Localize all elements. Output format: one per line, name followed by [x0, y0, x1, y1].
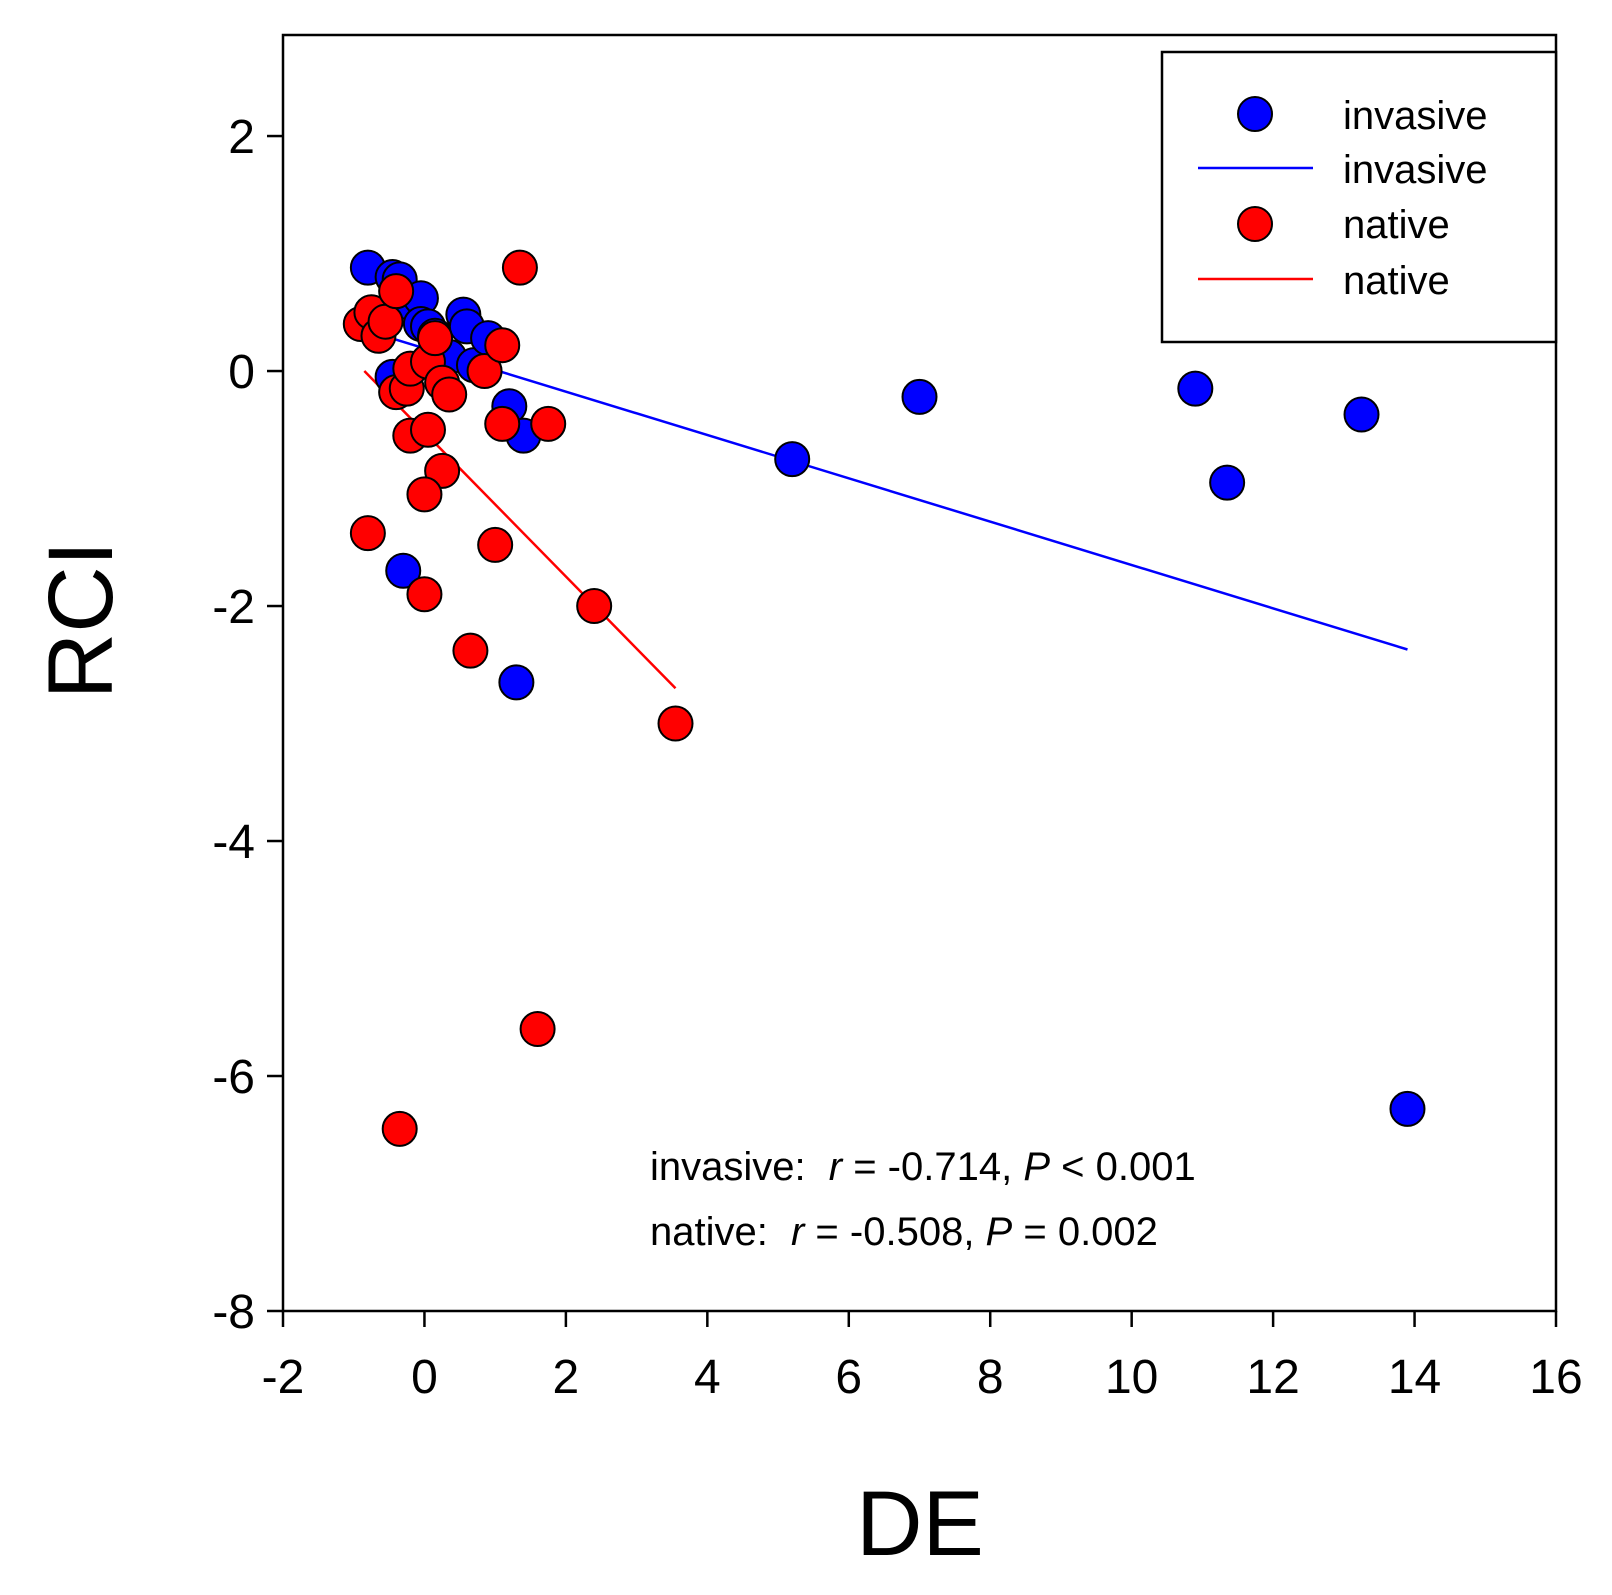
y-tick-label: 2: [228, 111, 255, 164]
native-point: [466, 353, 503, 390]
stats-native-r-value: = -0.508,: [804, 1210, 985, 1254]
stats-invasive: invasive: r = -0.714, P < 0.001: [650, 1145, 1196, 1189]
x-tick-label: 4: [694, 1351, 721, 1404]
legend-native-line-label: native: [1343, 259, 1450, 303]
stats-native-r-symbol: r: [791, 1210, 806, 1254]
y-tick-label: -8: [212, 1286, 255, 1339]
legend-invasive-marker-label: invasive: [1343, 94, 1488, 138]
invasive-point: [1209, 464, 1246, 501]
native-point: [477, 526, 514, 563]
stats-native: native: r = -0.508, P = 0.002: [650, 1210, 1158, 1254]
invasive-point: [1177, 370, 1214, 407]
native-point: [501, 249, 538, 286]
invasive-point: [901, 378, 938, 415]
native-point: [378, 273, 415, 310]
plot-frame: [281, 33, 1558, 1313]
native-point: [417, 320, 454, 357]
invasive-point: [498, 664, 535, 701]
invasive-fit-line: [363, 328, 1408, 651]
legend-invasive-line-label: invasive: [1343, 148, 1488, 192]
native-point: [409, 411, 446, 448]
stats-invasive-group: invasive:: [650, 1145, 806, 1189]
native-point: [530, 405, 567, 442]
legend-native-marker-label: native: [1343, 203, 1450, 247]
native-point: [431, 376, 468, 413]
native-point: [452, 632, 489, 669]
x-tick-label: 12: [1246, 1351, 1299, 1404]
x-tick-label: 2: [553, 1351, 580, 1404]
x-tick-label: 16: [1529, 1351, 1582, 1404]
native-point: [657, 705, 694, 742]
native-point: [484, 405, 521, 442]
y-tick-label: 0: [228, 346, 255, 399]
native-point: [406, 476, 443, 513]
y-tick-label: -2: [212, 581, 255, 634]
stats-native-group: native:: [650, 1210, 768, 1254]
x-tick-label: 8: [977, 1351, 1004, 1404]
invasive-point: [1343, 396, 1380, 433]
native-point: [406, 576, 443, 613]
invasive-point: [385, 552, 422, 589]
native-point: [576, 588, 613, 625]
native-point: [381, 1110, 418, 1147]
native-point: [367, 303, 404, 340]
data-points: [342, 249, 1426, 1147]
y-axis-ticks: -8 -6 -4 -2 0 2: [212, 111, 283, 1339]
x-tick-label: 6: [835, 1351, 862, 1404]
stats-native-p-symbol: P: [986, 1210, 1013, 1254]
x-tick-label: -2: [262, 1351, 305, 1404]
stats-invasive-r-symbol: r: [829, 1145, 844, 1189]
native-point: [519, 1011, 556, 1048]
y-tick-label: -6: [212, 1051, 255, 1104]
stats-native-p-value: = 0.002: [1012, 1210, 1158, 1254]
x-tick-label: 10: [1105, 1351, 1158, 1404]
native-point: [484, 327, 521, 364]
legend-native-marker: [1237, 206, 1273, 242]
x-tick-label: 0: [411, 1351, 438, 1404]
invasive-point: [774, 441, 811, 478]
y-axis-title: RCI: [30, 541, 132, 699]
invasive-point: [1389, 1090, 1426, 1127]
legend-box: [1160, 50, 1558, 344]
stats-invasive-p-value: < 0.001: [1050, 1145, 1196, 1189]
legend-invasive-marker: [1237, 96, 1273, 132]
x-axis-title: DE: [856, 1473, 984, 1575]
x-axis-ticks: -2 0 2 4 6 8 10 12 14 16: [262, 1311, 1583, 1404]
legend: invasive invasive native native: [1160, 50, 1558, 344]
native-point: [349, 515, 386, 552]
stats-invasive-p-symbol: P: [1023, 1145, 1050, 1189]
fit-lines: [363, 328, 1408, 690]
stats-invasive-r-value: = -0.714,: [842, 1145, 1023, 1189]
x-tick-label: 14: [1388, 1351, 1441, 1404]
y-tick-label: -4: [212, 816, 255, 869]
